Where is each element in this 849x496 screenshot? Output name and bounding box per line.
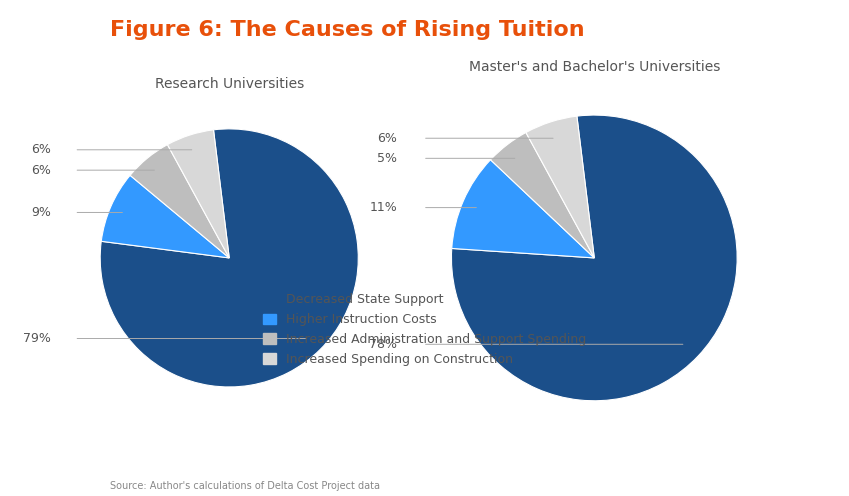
- Wedge shape: [491, 132, 594, 258]
- Text: 6%: 6%: [31, 164, 51, 177]
- Text: 11%: 11%: [369, 201, 397, 214]
- Text: Figure 6: The Causes of Rising Tuition: Figure 6: The Causes of Rising Tuition: [110, 20, 585, 40]
- Wedge shape: [452, 115, 737, 401]
- Legend: Decreased State Support, Higher Instruction Costs, Increased Administration and : Decreased State Support, Higher Instruct…: [263, 293, 586, 366]
- Wedge shape: [130, 145, 229, 258]
- Text: Source: Author's calculations of Delta Cost Project data: Source: Author's calculations of Delta C…: [110, 481, 380, 491]
- Wedge shape: [452, 160, 594, 258]
- Text: 9%: 9%: [31, 206, 51, 219]
- Title: Research Universities: Research Universities: [155, 77, 304, 91]
- Wedge shape: [100, 129, 358, 387]
- Text: 78%: 78%: [369, 338, 397, 351]
- Text: 6%: 6%: [377, 132, 397, 145]
- Text: 79%: 79%: [23, 332, 51, 345]
- Text: 6%: 6%: [31, 143, 51, 156]
- Wedge shape: [526, 116, 594, 258]
- Title: Master's and Bachelor's Universities: Master's and Bachelor's Universities: [469, 60, 720, 74]
- Wedge shape: [101, 175, 229, 258]
- Text: 5%: 5%: [377, 152, 397, 165]
- Wedge shape: [167, 130, 229, 258]
